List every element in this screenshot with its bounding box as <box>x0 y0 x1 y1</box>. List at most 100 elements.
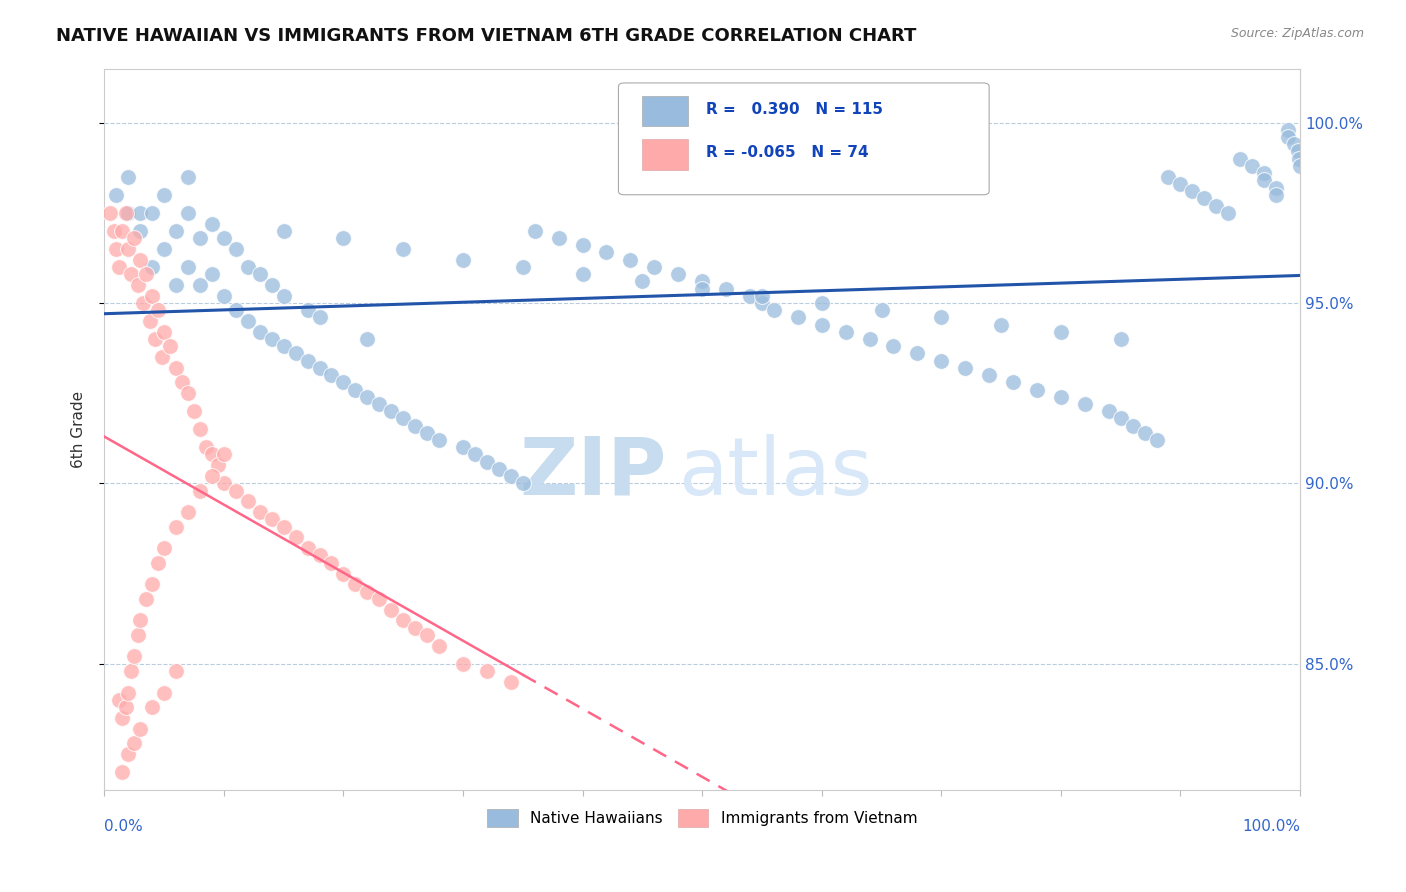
Point <box>183 404 205 418</box>
Point <box>153 325 176 339</box>
Point <box>117 206 139 220</box>
Point <box>236 260 259 274</box>
Point <box>631 274 654 288</box>
Point <box>690 281 713 295</box>
Point <box>1050 325 1073 339</box>
Point <box>297 353 319 368</box>
Point <box>165 519 187 533</box>
Point <box>1265 180 1288 194</box>
Point <box>170 376 193 390</box>
Point <box>356 584 378 599</box>
Point <box>1253 173 1275 187</box>
Point <box>273 289 295 303</box>
Point <box>1265 187 1288 202</box>
Point <box>98 206 121 220</box>
Point <box>146 556 169 570</box>
Point <box>475 664 498 678</box>
Point <box>810 318 832 332</box>
Point <box>1098 404 1121 418</box>
Point <box>117 685 139 699</box>
Point <box>153 242 176 256</box>
Point <box>225 303 247 318</box>
Point <box>138 314 160 328</box>
Point <box>321 368 343 383</box>
Point <box>929 353 952 368</box>
Point <box>451 252 474 267</box>
Text: R =   0.390   N = 115: R = 0.390 N = 115 <box>706 103 883 117</box>
Point <box>1253 166 1275 180</box>
Point <box>249 267 271 281</box>
Point <box>1146 433 1168 447</box>
Point <box>464 447 486 461</box>
Point <box>105 242 128 256</box>
Point <box>929 310 952 325</box>
Point <box>273 224 295 238</box>
Point <box>141 260 163 274</box>
Point <box>1050 390 1073 404</box>
Point <box>905 346 928 360</box>
Point <box>143 332 166 346</box>
Point <box>212 476 235 491</box>
Point <box>308 310 330 325</box>
Point <box>1157 169 1180 184</box>
Point <box>188 422 211 436</box>
Point <box>666 267 689 281</box>
Text: atlas: atlas <box>678 434 873 511</box>
Point <box>153 685 176 699</box>
Point <box>416 628 439 642</box>
Point <box>1282 137 1305 152</box>
Point <box>153 541 176 556</box>
Point <box>297 541 319 556</box>
Point <box>103 224 125 238</box>
Point <box>177 260 200 274</box>
Point <box>141 206 163 220</box>
Point <box>135 267 157 281</box>
Point <box>260 512 283 526</box>
Point <box>127 628 149 642</box>
Point <box>117 747 139 761</box>
Point <box>188 483 211 498</box>
Point <box>404 418 426 433</box>
Point <box>114 206 136 220</box>
Point <box>953 360 976 375</box>
Point <box>129 206 152 220</box>
Point <box>571 238 593 252</box>
Text: Source: ZipAtlas.com: Source: ZipAtlas.com <box>1230 27 1364 40</box>
Point <box>1133 425 1156 440</box>
Point <box>547 231 569 245</box>
Point <box>177 169 200 184</box>
Point <box>870 303 893 318</box>
Point <box>120 664 142 678</box>
Point <box>141 577 163 591</box>
Point <box>212 289 235 303</box>
Point <box>392 411 415 425</box>
Point <box>107 692 129 706</box>
Text: R = -0.065   N = 74: R = -0.065 N = 74 <box>706 145 869 161</box>
Point <box>499 469 522 483</box>
Point <box>122 736 145 750</box>
Point <box>111 224 134 238</box>
Point <box>131 296 153 310</box>
Point <box>1122 418 1144 433</box>
Point <box>260 277 283 292</box>
Point <box>1241 159 1264 173</box>
Point <box>165 664 187 678</box>
Point <box>141 700 163 714</box>
Point <box>404 621 426 635</box>
Point <box>297 303 319 318</box>
Point <box>512 260 534 274</box>
Point <box>738 289 761 303</box>
Point <box>1181 184 1204 198</box>
Point <box>1194 191 1216 205</box>
Point <box>135 591 157 606</box>
Point <box>1170 177 1192 191</box>
Point <box>1002 376 1025 390</box>
Point <box>188 231 211 245</box>
Point <box>141 289 163 303</box>
Point <box>380 602 402 616</box>
Point <box>427 639 450 653</box>
Point <box>882 339 904 353</box>
Point <box>117 169 139 184</box>
Point <box>512 476 534 491</box>
Point <box>380 404 402 418</box>
